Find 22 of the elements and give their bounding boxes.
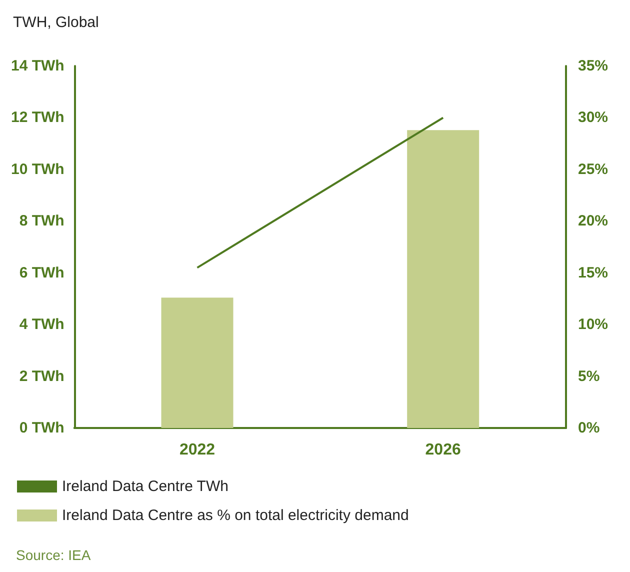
y2-tick-label: 10% (578, 316, 608, 334)
y-tick-label: 10 TWh (10, 160, 64, 178)
y-tick-label: 4 TWh (19, 316, 64, 334)
x-tick-label: 2026 (425, 442, 461, 458)
y2-tick-label: 20% (578, 212, 608, 230)
y2-tick-label: 35% (578, 58, 608, 74)
y-tick-label: 0 TWh (19, 420, 64, 436)
y2-tick-label: 5% (578, 368, 600, 385)
x-tick-label: 2022 (179, 442, 216, 458)
chart-title: TWH, Global (13, 14, 99, 31)
legend-label: Ireland Data Centre as % on total electricity demand (62, 507, 409, 524)
y2-tick-label: 30% (578, 109, 608, 126)
y-tick-label: 2 TWh (19, 368, 64, 385)
y2-tick-label: 15% (578, 264, 608, 282)
y-tick-label: 14 TWh (10, 58, 64, 74)
y2-tick-label: 0% (578, 420, 600, 436)
legend-label: Ireland Data Centre TWh (62, 478, 228, 495)
y-tick-label: 8 TWh (19, 212, 64, 230)
source-note: Source: IEA (16, 547, 92, 563)
y-tick-label: 6 TWh (19, 264, 64, 282)
y2-tick-label: 25% (578, 160, 608, 178)
y-tick-label: 12 TWh (10, 109, 64, 126)
